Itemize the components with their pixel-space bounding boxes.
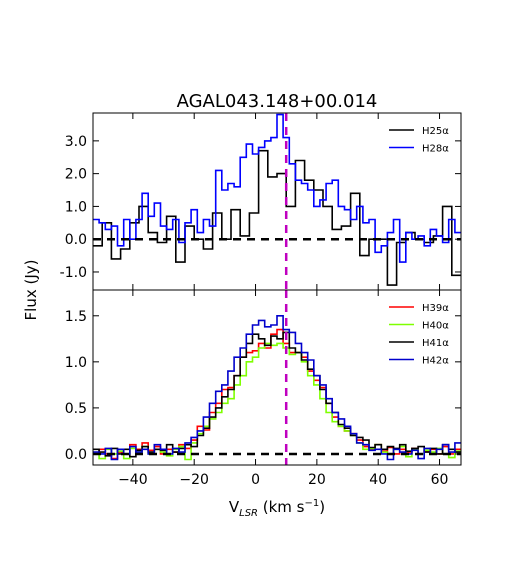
bottom-legend: H39α H40α H41α H42α	[389, 303, 449, 367]
x-tick-label: 20	[308, 472, 326, 488]
chart-title: AGAL043.148+00.014	[177, 91, 378, 112]
bottom-plot-area	[93, 290, 461, 465]
bottom-series-3-line	[93, 315, 461, 461]
x-axis-label-superscript: −1	[305, 498, 320, 509]
x-tick-label: 40	[369, 472, 387, 488]
top-y-tick-label: 0.0	[65, 232, 87, 248]
top-y-tick-label: 3.0	[65, 134, 87, 150]
bottom-y-tick-label: 1.5	[65, 309, 87, 325]
top-plot-area	[93, 113, 461, 290]
bottom-y-tick-label: 0.0	[65, 447, 87, 463]
x-tick-label: −40	[118, 472, 148, 488]
x-tick-label: 60	[431, 472, 449, 488]
top-series-1-line	[93, 113, 461, 263]
bottom-series-0-line	[93, 328, 461, 460]
bottom-y-tick-label: 0.5	[65, 401, 87, 417]
x-axis-label-subscript: LSR	[239, 508, 258, 519]
x-axis-label-main: V	[229, 498, 240, 516]
bottom-legend-label: H40α	[422, 321, 449, 332]
bottom-y-tick-label: 1.0	[65, 355, 87, 371]
top-legend-label: H25α	[422, 126, 449, 137]
x-axis-label: VLSR (km s−1)	[229, 498, 325, 519]
bottom-legend-label: H41α	[422, 338, 449, 349]
x-axis-label-close: )	[319, 498, 325, 516]
x-tick-label: −20	[179, 472, 209, 488]
x-axis-label-units: (km s	[258, 498, 305, 516]
top-y-tick-label: -1.0	[60, 265, 87, 281]
bottom-legend-label: H39α	[422, 303, 449, 314]
top-series-0-line	[93, 149, 461, 286]
bottom-series-2-line	[93, 331, 461, 458]
top-y-tick-label: 1.0	[65, 199, 87, 215]
top-panel: -1.0 0.0 1.0 2.0 3.0 H25α H28α	[60, 112, 462, 291]
bottom-frame	[92, 289, 462, 466]
top-y-tick-label: 2.0	[65, 167, 87, 183]
bottom-series-1-line	[93, 342, 461, 461]
bottom-panel: 0.0 0.5 1.0 1.5 H39α H40α H41α H42α −40 −20 0 20 40 6…	[65, 289, 462, 488]
y-axis-label: Flux (Jy)	[22, 260, 40, 321]
bottom-legend-label: H42α	[422, 356, 449, 367]
top-legend-label: H28α	[422, 144, 449, 155]
top-legend: H25α H28α	[389, 126, 449, 155]
x-tick-label: 0	[251, 472, 260, 488]
